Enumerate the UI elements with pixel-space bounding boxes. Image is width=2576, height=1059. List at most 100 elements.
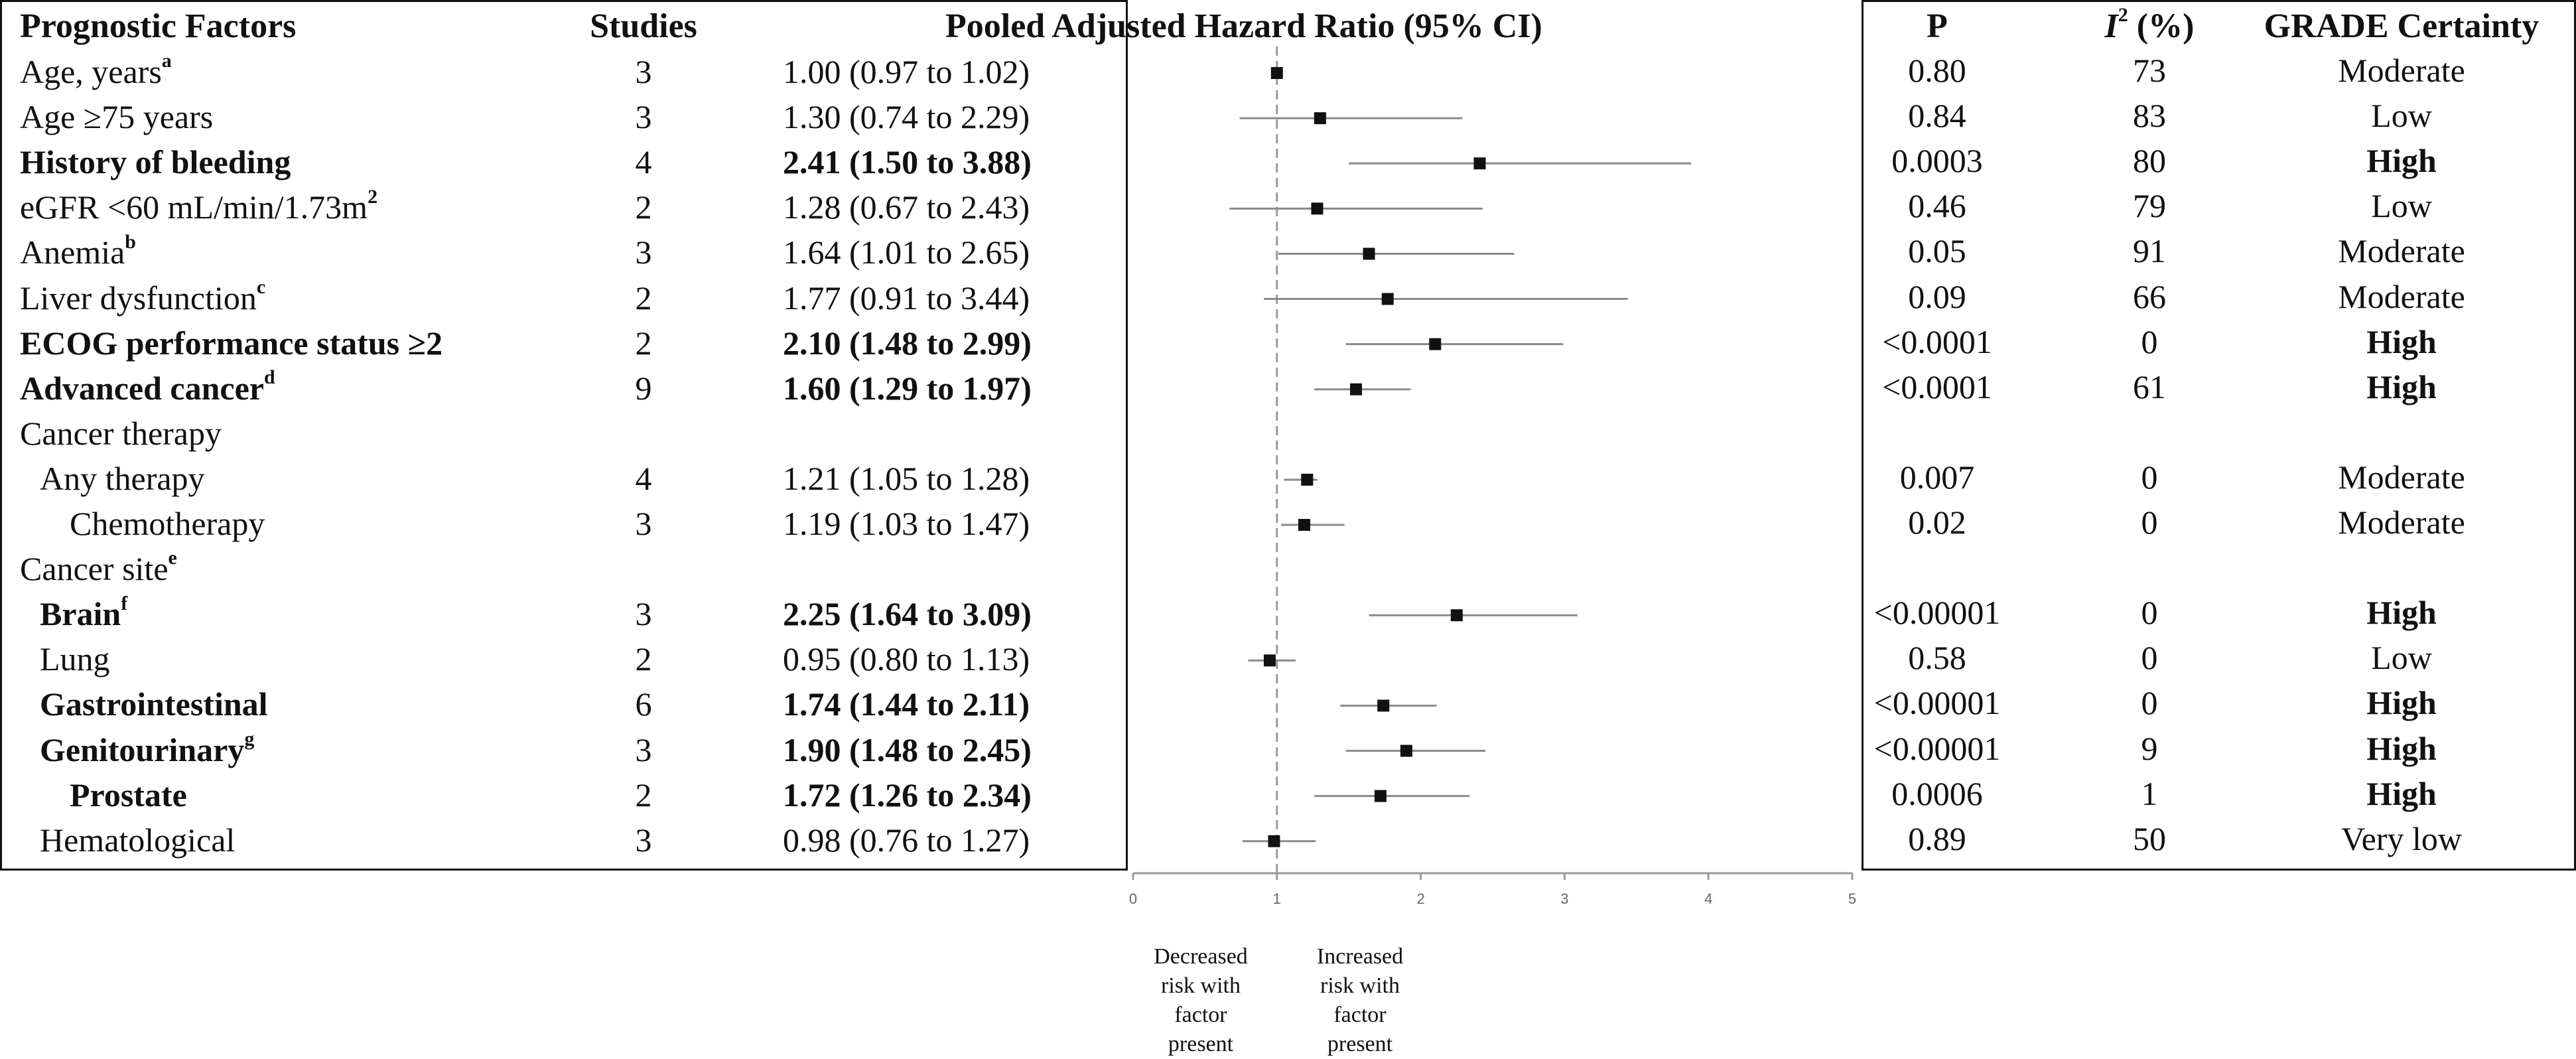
hr-marker [1301, 473, 1314, 486]
x-tick-label: 4 [1704, 890, 1712, 907]
studies-count: 6 [635, 685, 652, 723]
grade-certainty: High [2366, 594, 2437, 632]
header-grade-certainty: GRADE Certainty [2264, 7, 2540, 45]
factor-footnote-marker: a [161, 50, 172, 72]
hr-marker [1298, 519, 1310, 531]
hr-marker [1429, 338, 1442, 350]
factor-label: Anemiab [20, 230, 136, 275]
factor-footnote-marker: 2 [368, 185, 378, 208]
right-table-frame [1862, 0, 2576, 871]
hazard-ratio-text: 1.60 (1.29 to 1.97) [783, 369, 1032, 407]
factor-label: Prostate [70, 772, 187, 817]
studies-count: 3 [635, 821, 652, 859]
factor-label-text: Lung [40, 640, 110, 678]
factor-label: Genitourinaryg [40, 727, 254, 772]
hazard-ratio-text: 0.95 (0.80 to 1.13) [783, 640, 1030, 678]
factor-label-text: ECOG performance status ≥2 [20, 324, 443, 362]
p-value: 0.007 [1899, 458, 1975, 496]
studies-count: 3 [635, 234, 652, 271]
factor-footnote-marker: b [125, 230, 136, 253]
hazard-ratio-text: 1.72 (1.26 to 2.34) [783, 776, 1032, 813]
hazard-ratio-text: 2.25 (1.64 to 3.09) [783, 595, 1032, 633]
increased-risk-annotation: Increased risk with factor present [1316, 944, 1404, 1056]
factor-label-text: eGFR <60 mL/min/1.73m [20, 188, 368, 226]
grade-certainty: High [2366, 322, 2437, 360]
i2-unit: (%) [2128, 7, 2195, 45]
i2-value: 0 [2141, 639, 2158, 677]
x-tick-label: 2 [1416, 890, 1424, 907]
i2-value: 9 [2141, 729, 2158, 767]
grade-certainty: Moderate [2338, 277, 2465, 315]
hr-marker [1374, 790, 1387, 802]
hazard-ratio-text: 2.41 (1.50 to 3.88) [783, 143, 1032, 181]
studies-count: 3 [635, 731, 652, 768]
header-prognostic-factors: Prognostic Factors [20, 7, 297, 45]
factor-label: eGFR <60 mL/min/1.73m2 [20, 184, 377, 230]
hr-marker [1314, 112, 1326, 125]
i2-value: 91 [2133, 232, 2166, 270]
grade-certainty: Moderate [2338, 232, 2465, 270]
header-p: P [1927, 7, 1948, 45]
factor-label-text: Brain [40, 595, 121, 633]
studies-count: 2 [635, 279, 652, 317]
p-value: 0.05 [1908, 232, 1966, 270]
hr-marker [1268, 835, 1280, 847]
hazard-ratio-text: 1.00 (0.97 to 1.02) [783, 53, 1030, 90]
p-value: <0.00001 [1873, 594, 2001, 632]
hr-marker [1263, 654, 1276, 667]
factor-label: ECOG performance status ≥2 [20, 320, 442, 366]
hr-marker [1450, 609, 1463, 622]
header-pooled-hr: Pooled Adjusted Hazard Ratio (95% CI) [945, 7, 1542, 45]
hazard-ratio-text: 1.19 (1.03 to 1.47) [783, 505, 1030, 542]
x-tick-label: 0 [1129, 890, 1137, 907]
i2-value: 1 [2141, 774, 2158, 812]
factor-label: Advanced cancerd [20, 366, 275, 411]
p-value: 0.80 [1908, 52, 1966, 89]
i2-value: 0 [2141, 504, 2158, 541]
studies-count: 2 [635, 324, 652, 362]
hr-marker [1311, 202, 1323, 215]
grade-certainty: Moderate [2338, 458, 2465, 496]
factor-label: Age ≥75 years [20, 94, 213, 139]
factor-label-text: Age ≥75 years [20, 98, 214, 136]
factor-label-text: Gastrointestinal [40, 685, 268, 723]
studies-count: 2 [635, 640, 652, 678]
grade-certainty: High [2366, 729, 2437, 767]
hazard-ratio-text: 1.90 (1.48 to 2.45) [783, 731, 1032, 768]
hr-marker [1377, 699, 1390, 712]
grade-certainty: High [2366, 774, 2437, 812]
grade-certainty: High [2366, 368, 2437, 405]
i2-value: 79 [2133, 187, 2166, 225]
studies-count: 3 [635, 53, 652, 90]
hr-marker [1350, 383, 1363, 395]
hazard-ratio-text: 1.21 (1.05 to 1.28) [783, 459, 1030, 497]
p-value: 0.0003 [1891, 142, 1983, 180]
p-value: 0.58 [1908, 639, 1966, 677]
hr-marker [1270, 67, 1283, 80]
grade-certainty: Low [2371, 187, 2432, 225]
hr-marker [1363, 247, 1375, 260]
p-value: 0.02 [1908, 504, 1966, 541]
p-value: <0.0001 [1882, 322, 1992, 360]
i2-value: 0 [2141, 458, 2158, 496]
p-value: <0.00001 [1873, 729, 2001, 767]
i2-value: 66 [2133, 277, 2166, 315]
studies-count: 4 [635, 459, 652, 497]
factor-footnote-marker: f [121, 592, 128, 614]
i2-value: 83 [2133, 97, 2166, 135]
factor-label: Liver dysfunctionc [20, 275, 265, 320]
factor-label-text: Any therapy [40, 459, 205, 497]
i2-value: 80 [2133, 142, 2166, 180]
factor-label: Hematological [40, 817, 235, 863]
p-value: <0.00001 [1873, 684, 2001, 722]
hazard-ratio-text: 1.64 (1.01 to 2.65) [783, 234, 1030, 271]
hr-marker [1400, 744, 1412, 757]
factor-label-text: Genitourinary [40, 731, 245, 768]
grade-certainty: Very low [2341, 819, 2462, 857]
factor-label-text: History of bleeding [20, 143, 291, 181]
p-value: 0.46 [1908, 187, 1966, 225]
hr-marker [1381, 293, 1394, 305]
studies-count: 3 [635, 505, 652, 542]
grade-certainty: Moderate [2338, 504, 2465, 541]
